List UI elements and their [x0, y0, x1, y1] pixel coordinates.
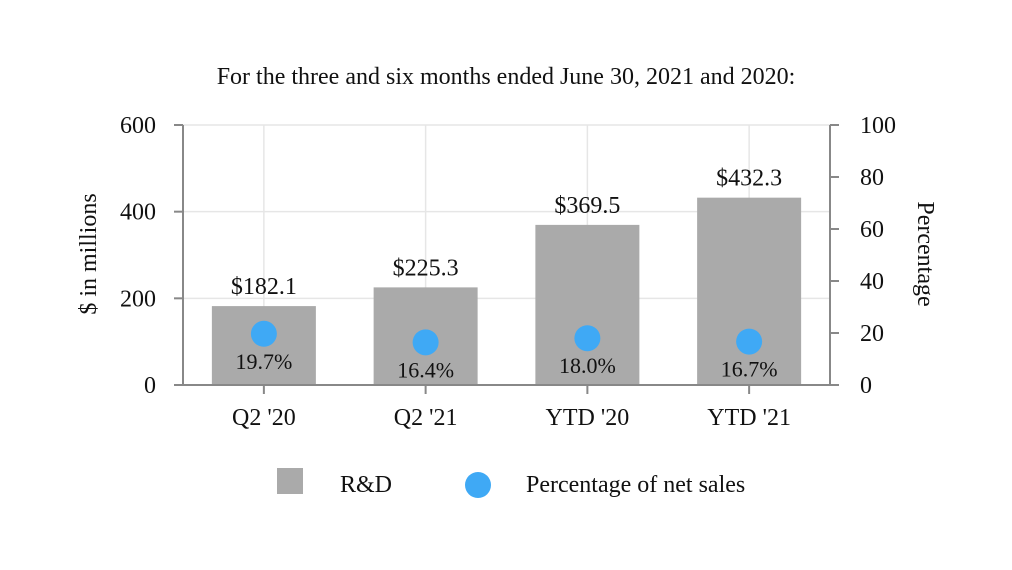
y-tick-label-left: 0: [144, 373, 156, 399]
x-tick-label: Q2 '21: [394, 405, 458, 431]
percentage-label: 16.7%: [721, 357, 778, 382]
y-tick-label-left: 400: [120, 200, 156, 226]
x-tick-label: Q2 '20: [232, 405, 296, 431]
axes: [182, 125, 831, 386]
marker-percentage: [250, 320, 277, 347]
y-tick-label-right: 40: [860, 269, 884, 295]
markers: [250, 320, 763, 356]
y-tick-label-right: 60: [860, 217, 884, 243]
y-axis-left-label: $ in millions: [76, 193, 102, 314]
bar-rd: [535, 224, 640, 385]
bar-value-label: $432.3: [716, 166, 782, 192]
bar-value-label: $182.1: [231, 274, 297, 300]
percentage-label: 16.4%: [397, 357, 454, 382]
marker-percentage: [412, 329, 439, 356]
legend-swatch-percentage: [465, 472, 491, 498]
percentage-label: 18.0%: [559, 353, 616, 378]
legend-label-rd: R&D: [340, 472, 392, 498]
marker-percentage: [574, 325, 601, 352]
y-tick-label-right: 100: [860, 113, 896, 139]
legend-label-percentage: Percentage of net sales: [526, 472, 745, 498]
y-tick-label-right: 80: [860, 165, 884, 191]
y-tick-label-right: 20: [860, 321, 884, 347]
x-tick-label: YTD '20: [546, 405, 630, 431]
y-tick-label-right: 0: [860, 373, 872, 399]
ticks: 0 200 400 600 0 20 40 60 80 100 Q2 '20 Q2 '21 YTD '2…: [120, 113, 896, 431]
legend: R&D Percentage of net sales: [277, 468, 745, 498]
bar-value-label: $225.3: [393, 255, 459, 281]
bar-value-label: $369.5: [554, 193, 620, 219]
y-tick-label-left: 600: [120, 113, 156, 139]
y-tick-label-left: 200: [120, 286, 156, 312]
chart-title: For the three and six months ended June …: [217, 64, 796, 90]
y-axis-right-label: Percentage: [912, 201, 938, 306]
marker-percentage: [736, 328, 763, 355]
percentage-label: 19.7%: [235, 349, 292, 374]
labels: $182.1 $225.3 $369.5 $432.3 19.7% 16.4% 18.0% 1…: [231, 166, 782, 383]
legend-swatch-rd: [277, 468, 303, 494]
bars: [211, 197, 802, 385]
x-tick-label: YTD '21: [707, 405, 791, 431]
